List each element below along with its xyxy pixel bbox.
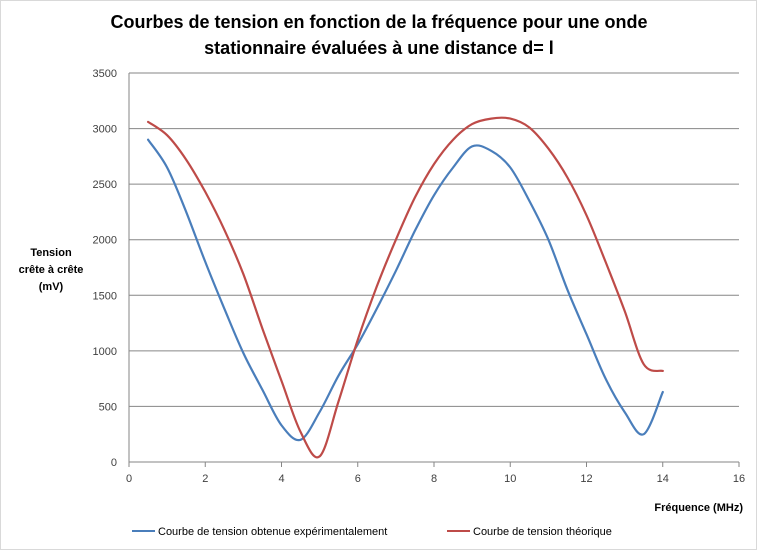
y-tick-label: 1000 (93, 346, 117, 358)
y-axis-title-line-3: (mV) (39, 281, 64, 293)
gridlines (129, 72, 739, 407)
y-tick-label: 0 (111, 457, 117, 469)
axes (128, 73, 740, 467)
series-lines (147, 116, 664, 459)
x-tick-label: 6 (355, 473, 361, 485)
y-axis-title-line-1: Tension (30, 247, 72, 259)
legend-label-experimental: Courbe de tension obtenue expérimentalem… (158, 526, 387, 538)
x-tick-label: 14 (657, 473, 669, 485)
y-axis-title: Tension crête à crête (mV) (19, 247, 84, 293)
y-tick-label: 2000 (93, 235, 117, 247)
y-axis-title-line-2: crête à crête (19, 264, 84, 276)
x-tick-labels: 0 2 4 6 8 10 12 14 16 (126, 473, 745, 485)
y-tick-label: 500 (99, 401, 117, 413)
x-tick-label: 10 (504, 473, 516, 485)
legend-item-theoretical: Courbe de tension théorique (447, 526, 612, 538)
x-tick-label: 8 (431, 473, 437, 485)
x-tick-label: 2 (202, 473, 208, 485)
series-line-experimental (147, 138, 664, 442)
legend: Courbe de tension obtenue expérimentalem… (132, 526, 612, 538)
y-tick-label: 1500 (93, 290, 117, 302)
x-axis-title: Fréquence (MHz) (654, 502, 743, 514)
series-line-theoretical (147, 116, 664, 459)
x-tick-label: 0 (126, 473, 132, 485)
y-tick-labels: 0 500 1000 1500 2000 2500 3000 3500 (93, 68, 117, 469)
y-tick-label: 3500 (93, 68, 117, 80)
chart-title-line-1: Courbes de tension en fonction de la fré… (110, 12, 647, 32)
y-tick-label: 3000 (93, 124, 117, 136)
y-tick-label: 2500 (93, 179, 117, 191)
legend-item-experimental: Courbe de tension obtenue expérimentalem… (132, 526, 387, 538)
x-tick-label: 16 (733, 473, 745, 485)
chart-title-line-2: stationnaire évaluées à une distance d= … (204, 38, 554, 58)
x-tick-label: 12 (580, 473, 592, 485)
legend-label-theoretical: Courbe de tension théorique (473, 526, 612, 538)
x-tick-label: 4 (278, 473, 284, 485)
